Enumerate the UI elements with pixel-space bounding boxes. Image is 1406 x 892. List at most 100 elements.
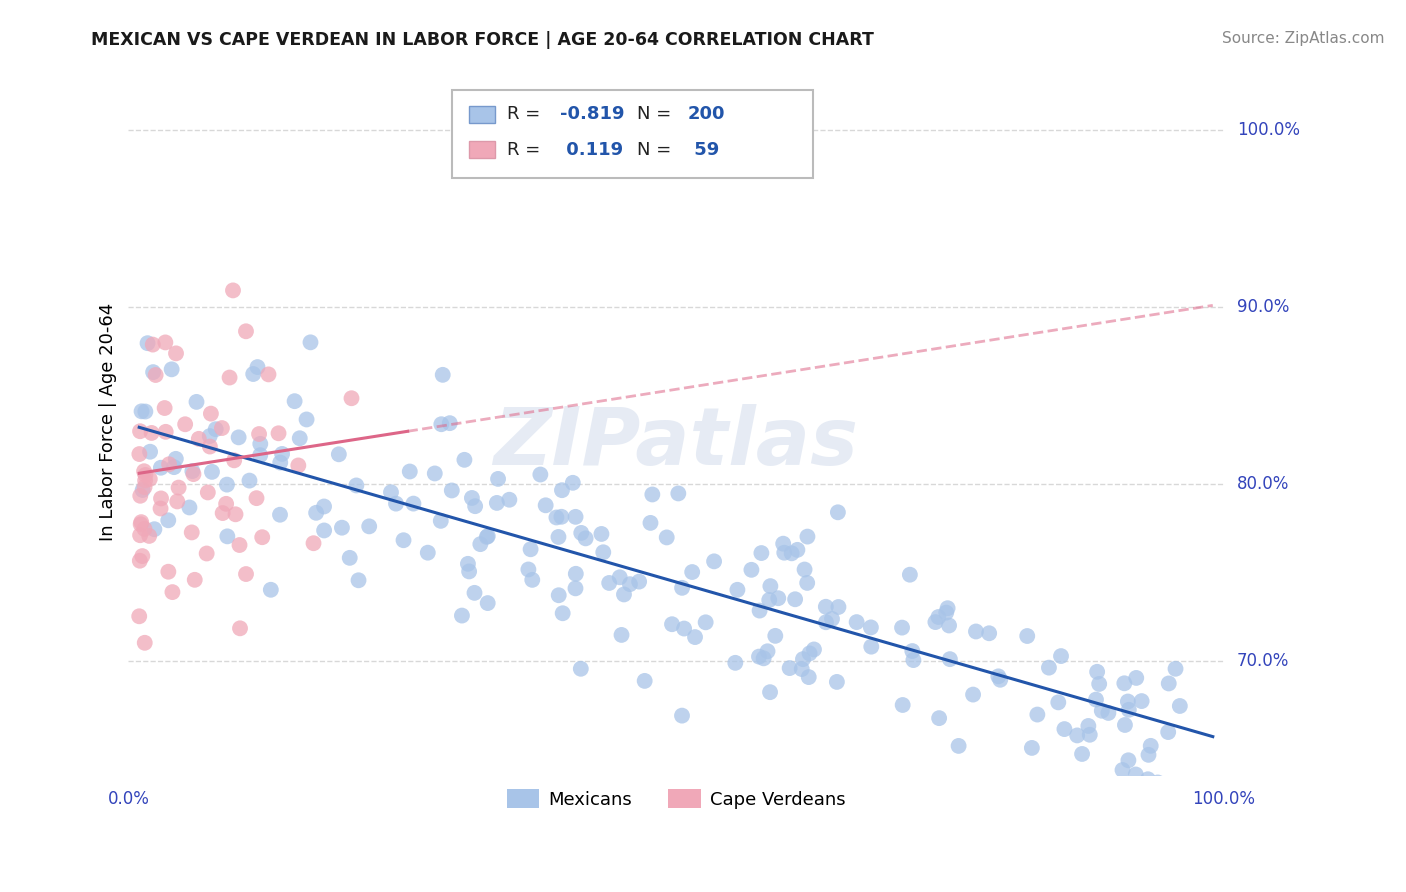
Text: 0.119: 0.119	[560, 141, 623, 159]
Text: Source: ZipAtlas.com: Source: ZipAtlas.com	[1222, 31, 1385, 46]
Point	[1125, 671, 1147, 685]
Point	[551, 483, 574, 498]
Point	[242, 367, 264, 381]
Point	[529, 467, 551, 482]
Point	[260, 582, 283, 597]
Point	[139, 444, 162, 458]
Point	[155, 335, 177, 350]
Point	[247, 427, 270, 442]
Point	[180, 525, 202, 540]
Point	[299, 335, 322, 350]
Point	[569, 662, 592, 676]
Point	[287, 458, 309, 473]
Point	[129, 528, 152, 542]
Point	[211, 421, 233, 435]
Point	[429, 514, 451, 528]
Point	[772, 537, 794, 551]
Point	[157, 565, 180, 579]
Point	[235, 567, 257, 582]
Point	[131, 483, 153, 497]
Point	[1053, 722, 1076, 736]
Point	[1136, 772, 1159, 787]
Point	[340, 391, 363, 405]
Point	[1017, 629, 1039, 643]
Point	[461, 491, 484, 505]
Point	[128, 447, 150, 461]
Point	[609, 570, 631, 584]
Point	[859, 620, 882, 634]
Point	[392, 533, 415, 548]
Point	[695, 615, 717, 630]
Point	[134, 467, 156, 482]
Point	[962, 688, 984, 702]
Point	[905, 782, 928, 797]
Point	[198, 429, 221, 443]
Point	[463, 586, 485, 600]
Point	[359, 519, 381, 533]
Point	[634, 673, 657, 688]
Point	[314, 524, 336, 538]
Point	[821, 612, 844, 626]
Text: 59: 59	[688, 141, 720, 159]
Point	[195, 547, 218, 561]
Point	[402, 497, 425, 511]
Text: 100.0%: 100.0%	[1192, 789, 1256, 807]
Point	[661, 617, 683, 632]
Point	[134, 474, 156, 488]
Point	[519, 542, 541, 557]
Text: N =: N =	[637, 105, 676, 123]
Point	[167, 481, 190, 495]
Point	[564, 509, 586, 524]
Point	[380, 485, 402, 500]
FancyBboxPatch shape	[451, 90, 813, 178]
Point	[640, 516, 662, 530]
Point	[218, 370, 240, 384]
Point	[477, 596, 499, 610]
Point	[1060, 805, 1083, 819]
Point	[149, 460, 172, 475]
Point	[225, 508, 247, 522]
Point	[211, 506, 233, 520]
Point	[179, 500, 201, 515]
Text: -0.819: -0.819	[560, 105, 624, 123]
Text: MEXICAN VS CAPE VERDEAN IN LABOR FORCE | AGE 20-64 CORRELATION CHART: MEXICAN VS CAPE VERDEAN IN LABOR FORCE |…	[91, 31, 875, 49]
Point	[141, 425, 163, 440]
Point	[215, 497, 238, 511]
Point	[725, 582, 748, 597]
Point	[187, 432, 209, 446]
Point	[284, 394, 307, 409]
Point	[681, 565, 703, 579]
Point	[845, 615, 868, 629]
Point	[451, 608, 474, 623]
Point	[464, 499, 486, 513]
Point	[522, 573, 544, 587]
Point	[1026, 707, 1049, 722]
Point	[129, 489, 152, 503]
Y-axis label: In Labor Force | Age 20-64: In Labor Force | Age 20-64	[100, 303, 117, 541]
Text: 100.0%: 100.0%	[1237, 121, 1299, 139]
Point	[748, 649, 770, 664]
Point	[269, 508, 291, 522]
Point	[1111, 763, 1133, 777]
Point	[295, 412, 318, 426]
Point	[891, 698, 914, 712]
Point	[475, 530, 498, 544]
Point	[249, 448, 271, 462]
Point	[768, 591, 790, 606]
Point	[269, 456, 291, 470]
Point	[598, 576, 620, 591]
Point	[440, 483, 463, 498]
Point	[257, 368, 280, 382]
Point	[215, 477, 238, 491]
Point	[142, 337, 165, 351]
Point	[1085, 665, 1108, 679]
Point	[228, 430, 250, 444]
Point	[1125, 767, 1147, 781]
Text: R =: R =	[508, 141, 547, 159]
Point	[157, 457, 180, 471]
Point	[751, 546, 773, 560]
Point	[903, 653, 925, 667]
Point	[619, 577, 641, 591]
Point	[142, 365, 165, 379]
Point	[430, 417, 453, 432]
